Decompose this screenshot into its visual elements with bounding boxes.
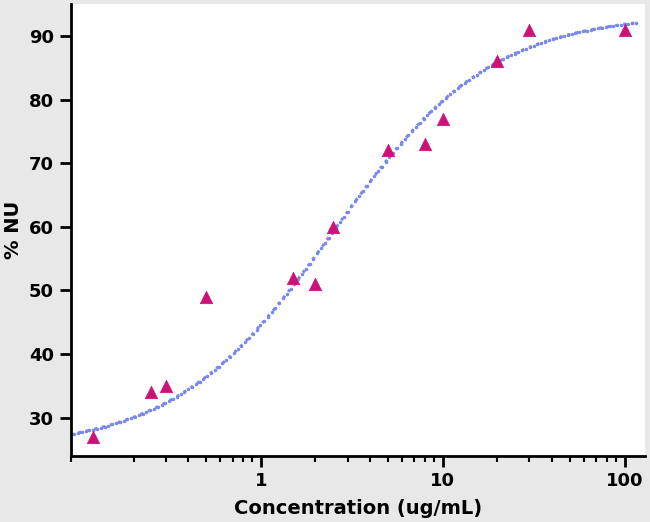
Point <box>619 26 630 34</box>
Point <box>492 57 502 66</box>
Point <box>328 223 338 231</box>
Point <box>420 140 430 148</box>
Point <box>437 114 448 123</box>
Point <box>310 280 320 288</box>
Point <box>161 382 171 390</box>
Point <box>383 146 393 155</box>
Point <box>201 293 211 301</box>
Point <box>88 433 98 441</box>
Point <box>146 388 157 396</box>
Point <box>287 274 298 282</box>
Y-axis label: % NU: % NU <box>4 201 23 259</box>
X-axis label: Concentration (ug/mL): Concentration (ug/mL) <box>234 499 482 518</box>
Point <box>524 26 534 34</box>
